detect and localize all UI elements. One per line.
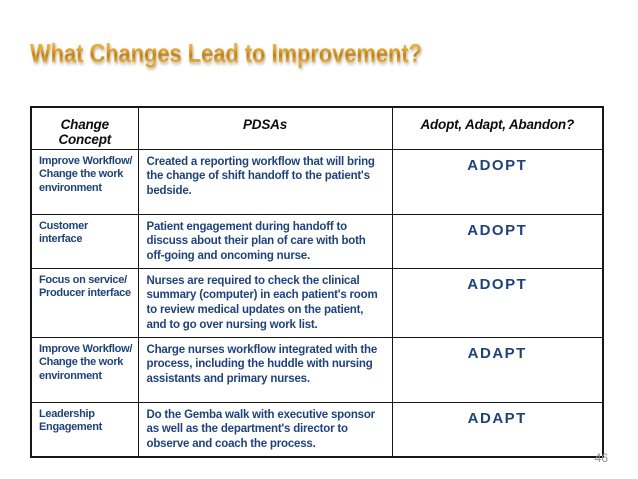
pdsa-cell: Charge nurses workflow integrated with t… bbox=[137, 336, 393, 403]
change-concept-cell: Leadership Engagement bbox=[30, 401, 139, 458]
change-concept-cell: Focus on service/ Producer interface bbox=[30, 267, 139, 338]
decision-cell: ADOPT bbox=[391, 213, 604, 269]
table-row: Improve Workflow/ Change the work enviro… bbox=[30, 148, 604, 215]
pdsa-cell: Do the Gemba walk with executive sponsor… bbox=[137, 401, 393, 458]
table-row: Customer interface Patient engagement du… bbox=[30, 213, 604, 269]
header-pdsas: PDSAs bbox=[137, 106, 393, 150]
pdsa-cell: Created a reporting workflow that will b… bbox=[137, 148, 393, 215]
decision-cell: ADAPT bbox=[391, 336, 604, 403]
change-concept-table: Change Concept PDSAs Adopt, Adapt, Aband… bbox=[30, 106, 604, 458]
page-number: 46 bbox=[594, 451, 608, 465]
slide-title: What Changes Lead to Improvement? bbox=[30, 38, 422, 68]
header-change-concept: Change Concept bbox=[30, 106, 139, 150]
decision-cell: ADAPT bbox=[391, 401, 604, 458]
pdsa-cell: Nurses are required to check the clinica… bbox=[137, 267, 393, 338]
change-concept-cell: Improve Workflow/ Change the work enviro… bbox=[30, 148, 139, 215]
decision-cell: ADOPT bbox=[391, 267, 604, 338]
table-row: Leadership Engagement Do the Gemba walk … bbox=[30, 401, 604, 458]
decision-cell: ADOPT bbox=[391, 148, 604, 215]
table-row: Focus on service/ Producer interface Nur… bbox=[30, 267, 604, 338]
change-concept-cell: Customer interface bbox=[30, 213, 139, 269]
pdsa-cell: Patient engagement during handoff to dis… bbox=[137, 213, 393, 269]
header-adopt-adapt-abandon: Adopt, Adapt, Abandon? bbox=[391, 106, 604, 150]
table-row: Improve Workflow/ Change the work enviro… bbox=[30, 336, 604, 403]
table-header-row: Change Concept PDSAs Adopt, Adapt, Aband… bbox=[30, 106, 604, 150]
change-concept-cell: Improve Workflow/ Change the work enviro… bbox=[30, 336, 139, 403]
